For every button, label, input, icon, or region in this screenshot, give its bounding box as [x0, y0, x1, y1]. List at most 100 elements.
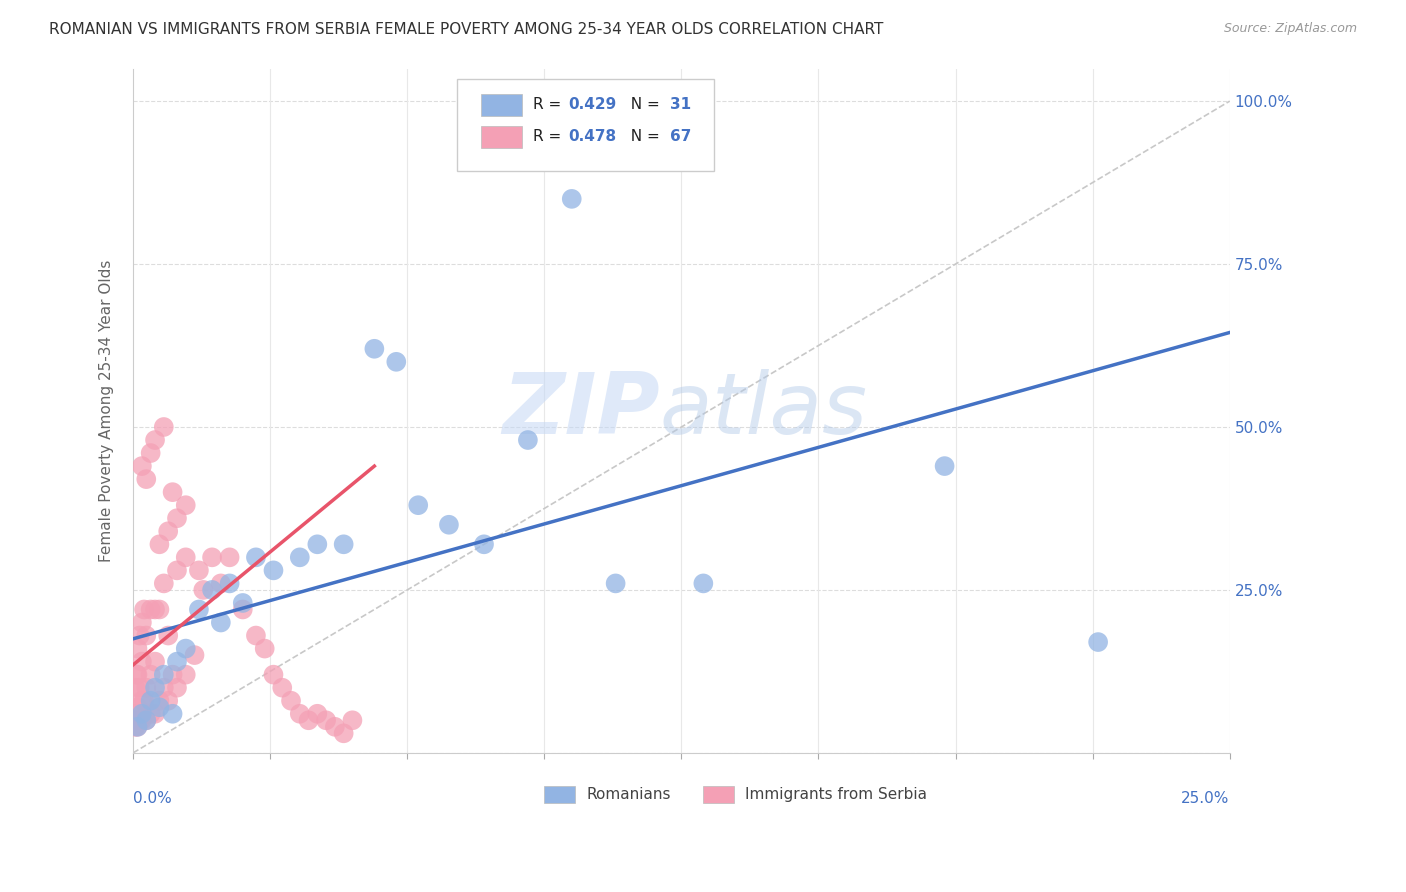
Point [166, 655, 188, 669]
Point [131, 459, 153, 474]
Point [135, 472, 157, 486]
Point [124, 706, 146, 721]
Point [127, 720, 149, 734]
Point [143, 433, 166, 447]
FancyBboxPatch shape [457, 78, 714, 171]
Text: N =: N = [621, 129, 665, 145]
Point [162, 667, 184, 681]
Text: 31: 31 [671, 97, 692, 112]
Text: Immigrants from Serbia: Immigrants from Serbia [745, 787, 927, 802]
Point [143, 602, 166, 616]
Point [271, 681, 294, 695]
Point [174, 667, 197, 681]
Point [157, 694, 180, 708]
Point [174, 641, 197, 656]
Point [148, 602, 170, 616]
Point [209, 576, 232, 591]
Point [162, 706, 184, 721]
Point [125, 713, 148, 727]
Point [131, 694, 153, 708]
Point [128, 713, 150, 727]
Point [166, 563, 188, 577]
Point [209, 615, 232, 630]
Point [280, 694, 302, 708]
Point [245, 550, 267, 565]
Point [516, 433, 538, 447]
Point [253, 641, 276, 656]
Point [128, 681, 150, 695]
Point [263, 563, 285, 577]
Point [342, 713, 364, 727]
Point [135, 681, 157, 695]
Point [934, 459, 956, 474]
Point [166, 511, 188, 525]
Point [307, 537, 329, 551]
Point [131, 655, 153, 669]
Point [692, 576, 714, 591]
Point [143, 681, 166, 695]
FancyBboxPatch shape [481, 94, 523, 116]
Text: R =: R = [533, 129, 567, 145]
Point [128, 628, 150, 642]
Point [193, 582, 215, 597]
Point [183, 648, 205, 662]
Point [131, 615, 153, 630]
Text: 25.0%: 25.0% [1181, 790, 1230, 805]
Point [288, 550, 311, 565]
Text: 0.0%: 0.0% [134, 790, 172, 805]
Point [127, 667, 149, 681]
Text: 0.478: 0.478 [568, 129, 617, 145]
Point [153, 667, 176, 681]
Point [157, 524, 180, 539]
FancyBboxPatch shape [544, 786, 575, 803]
Point [332, 726, 354, 740]
Point [561, 192, 583, 206]
Point [153, 681, 176, 695]
Point [332, 537, 354, 551]
Point [232, 602, 254, 616]
Point [132, 602, 155, 616]
Point [232, 596, 254, 610]
Point [245, 628, 267, 642]
Text: 0.429: 0.429 [568, 97, 617, 112]
Point [143, 655, 166, 669]
Text: atlas: atlas [659, 369, 868, 452]
Point [157, 628, 180, 642]
Point [131, 706, 153, 721]
Point [363, 342, 385, 356]
Point [297, 713, 319, 727]
Point [148, 700, 170, 714]
Point [406, 498, 429, 512]
Point [166, 681, 188, 695]
Point [148, 694, 170, 708]
Point [472, 537, 495, 551]
Point [125, 667, 148, 681]
Point [174, 498, 197, 512]
Point [218, 550, 240, 565]
Point [385, 355, 408, 369]
Point [139, 602, 162, 616]
Point [315, 713, 337, 727]
Point [139, 694, 162, 708]
Text: R =: R = [533, 97, 567, 112]
Text: 67: 67 [671, 129, 692, 145]
FancyBboxPatch shape [703, 786, 734, 803]
Point [139, 706, 162, 721]
Point [437, 517, 460, 532]
Point [288, 706, 311, 721]
Point [218, 576, 240, 591]
Point [174, 550, 197, 565]
Text: N =: N = [621, 97, 665, 112]
Point [187, 563, 209, 577]
Point [323, 720, 346, 734]
Point [148, 537, 170, 551]
Point [1087, 635, 1109, 649]
Point [263, 667, 285, 681]
Point [135, 713, 157, 727]
Point [307, 706, 329, 721]
Text: ZIP: ZIP [502, 369, 659, 452]
Point [201, 582, 224, 597]
Point [132, 694, 155, 708]
Point [153, 420, 176, 434]
Text: Source: ZipAtlas.com: Source: ZipAtlas.com [1223, 22, 1357, 36]
